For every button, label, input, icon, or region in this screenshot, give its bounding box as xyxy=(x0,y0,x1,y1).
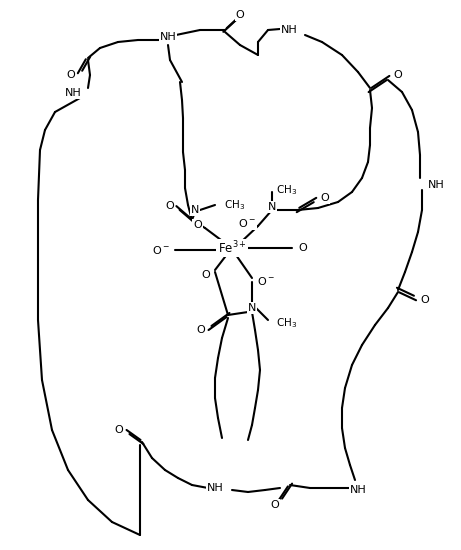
Text: NH: NH xyxy=(281,25,298,35)
Text: O: O xyxy=(236,10,244,20)
Text: O: O xyxy=(196,325,205,335)
Text: O: O xyxy=(193,220,202,230)
Text: O: O xyxy=(271,500,279,510)
Text: O: O xyxy=(298,243,307,253)
Text: N: N xyxy=(248,303,256,313)
Text: NH: NH xyxy=(160,32,177,42)
Text: $\mathregular{CH_3}$: $\mathregular{CH_3}$ xyxy=(224,198,245,212)
Text: O$^-$: O$^-$ xyxy=(152,244,170,256)
Text: N: N xyxy=(191,205,199,215)
Text: NH: NH xyxy=(207,483,224,493)
Text: O: O xyxy=(320,193,329,203)
Text: O$^-$: O$^-$ xyxy=(257,275,275,287)
Text: NH: NH xyxy=(428,180,445,190)
Text: O: O xyxy=(393,70,402,80)
Text: NH: NH xyxy=(65,88,82,98)
Text: O: O xyxy=(201,270,210,280)
Text: O: O xyxy=(114,425,123,435)
Text: O$^-$: O$^-$ xyxy=(238,217,256,229)
Text: Fe$^{3+}$: Fe$^{3+}$ xyxy=(218,240,247,256)
Text: N: N xyxy=(268,202,276,212)
Text: O: O xyxy=(165,201,174,211)
Text: NH: NH xyxy=(349,485,366,495)
Text: O: O xyxy=(420,295,429,305)
Text: $\mathregular{CH_3}$: $\mathregular{CH_3}$ xyxy=(276,316,297,330)
Text: O: O xyxy=(66,70,75,80)
Text: $\mathregular{CH_3}$: $\mathregular{CH_3}$ xyxy=(276,183,297,197)
